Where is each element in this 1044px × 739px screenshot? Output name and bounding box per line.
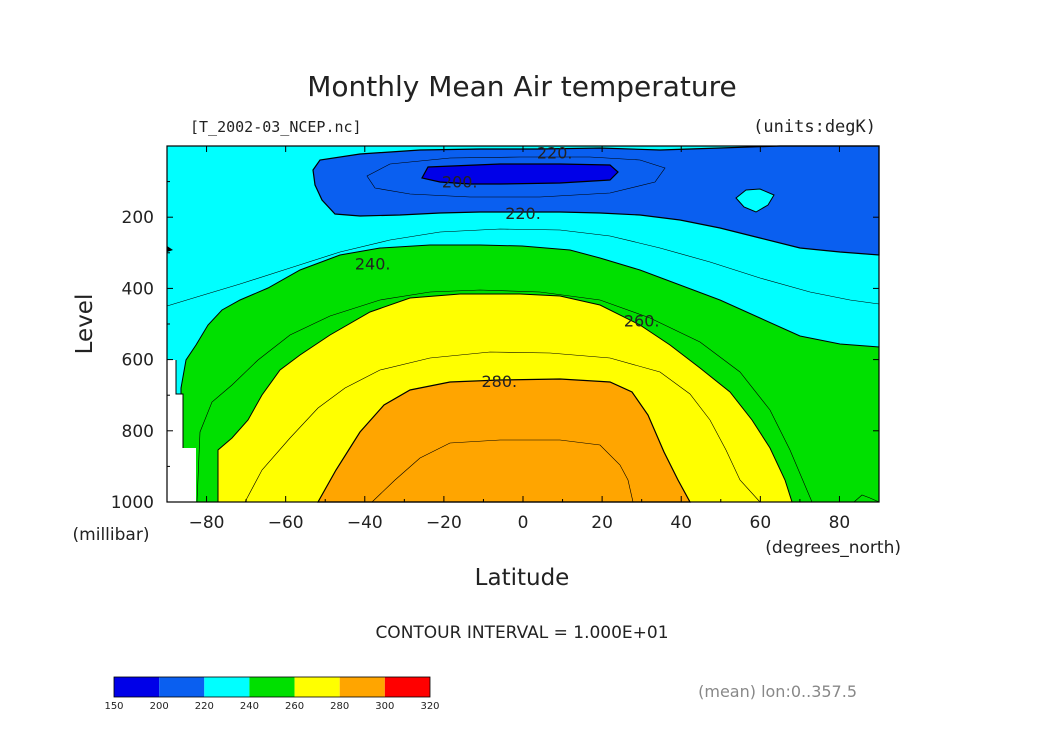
colorbar-tick-label: 220	[195, 701, 214, 712]
units-label: (units:degK)	[753, 117, 876, 137]
x-tick-label: −60	[268, 513, 304, 533]
colorbar-swatch	[249, 677, 295, 697]
contour-field	[166, 145, 880, 503]
colorbar-swatch	[159, 677, 205, 697]
source-file-label: [T_2002-03_NCEP.nc]	[190, 118, 362, 136]
x-tick-label: 20	[591, 513, 613, 533]
x-tick-label: 60	[750, 513, 772, 533]
band-150-200	[421, 163, 619, 185]
colorbar-tick-label: 280	[330, 701, 349, 712]
contour-line-210	[366, 156, 666, 198]
y-tick-label: 200	[122, 208, 154, 228]
band-280-300	[316, 378, 692, 503]
colorbar: 150 200 220 240 260 280 300 320	[104, 676, 440, 712]
contour-line-290	[371, 439, 634, 503]
colorbar-tick-label: 260	[285, 701, 304, 712]
contour-label: 220.	[537, 143, 573, 162]
x-tick-label: 0	[518, 513, 529, 533]
contour-line-270	[244, 351, 761, 503]
x-tick-label: 40	[670, 513, 692, 533]
contour-labels: 220. 200. 220. 240. 260. 280.	[355, 143, 660, 391]
colorbar-tick-label: 150	[104, 701, 123, 712]
x-tick-label: 80	[829, 513, 851, 533]
cyan-blob-60n	[735, 188, 775, 213]
colorbar-swatch	[339, 677, 385, 697]
contour-label: 220.	[505, 204, 541, 223]
footnote: (mean) lon:0..357.5	[698, 682, 857, 701]
colorbar-swatch	[114, 677, 160, 697]
contour-label: 200.	[442, 173, 478, 192]
y-units-label: (millibar)	[73, 525, 150, 545]
contour-line-250	[196, 289, 813, 503]
contour-line-edge	[853, 494, 880, 503]
colorbar-tick-label: 240	[240, 701, 259, 712]
y-tick-label: 600	[122, 351, 154, 371]
left-edge-mark	[167, 246, 173, 252]
contour-interval-note: CONTOUR INTERVAL = 1.000E+01	[375, 623, 668, 643]
y-axis-title: Level	[72, 294, 98, 355]
colorbar-tick-label: 300	[375, 701, 394, 712]
x-tick-label: −40	[347, 513, 383, 533]
contour-label: 240.	[355, 254, 391, 273]
y-tick-label: 1000	[111, 493, 154, 513]
y-tick-label: 800	[122, 422, 154, 442]
x-tick-label: −80	[189, 513, 225, 533]
colorbar-tick-label: 320	[420, 701, 439, 712]
chart-title: Monthly Mean Air temperature	[307, 70, 737, 103]
contour-label: 280.	[481, 372, 517, 391]
colorbar-tick-label: 200	[150, 701, 169, 712]
missing-data-region	[167, 360, 196, 502]
colorbar-frame	[113, 676, 431, 698]
missing-data-edge	[175, 360, 184, 448]
contour-line-230	[166, 228, 880, 307]
colorbar-swatch	[204, 677, 250, 697]
x-axis: −80 −60 −40 −20 0 20 40 60 80	[166, 146, 880, 533]
x-tick-label: −20	[426, 513, 462, 533]
colorbar-swatch	[384, 677, 430, 697]
y-axis: 200 400 600 800 1000	[111, 181, 879, 513]
contour-label: 260.	[624, 311, 660, 330]
x-axis-title: Latitude	[475, 565, 570, 591]
y-tick-label: 400	[122, 279, 154, 299]
x-units-label: (degrees_north)	[765, 538, 901, 558]
colorbar-swatch	[294, 677, 340, 697]
